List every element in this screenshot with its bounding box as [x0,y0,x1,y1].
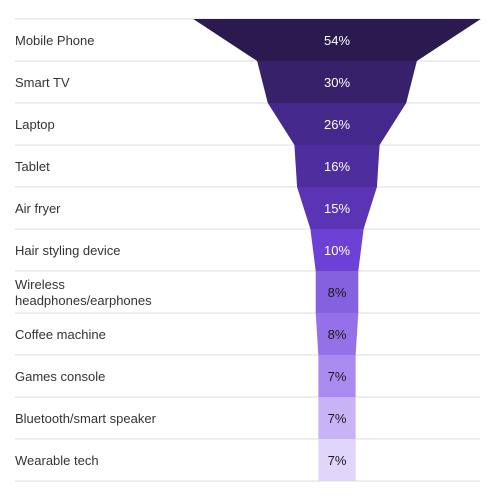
row-separators [15,18,480,482]
category-label: Smart TV [15,75,70,90]
value-label: 15% [324,201,350,216]
funnel-segment [193,19,481,61]
value-label: 10% [324,243,350,258]
value-label: 8% [328,327,347,342]
value-label: 8% [328,285,347,300]
funnel-segment [318,397,356,439]
funnel-segment [294,145,380,187]
category-label: Wireless headphones/earphones [15,277,152,308]
category-label: Bluetooth/smart speaker [15,411,157,426]
funnel-segment [297,187,377,229]
funnel-segment [315,271,359,313]
category-label: Coffee machine [15,327,106,342]
funnel-segment [315,313,359,355]
funnel-segment [267,103,407,145]
category-label: Hair styling device [15,243,121,258]
funnel-segments [193,19,481,481]
category-label: Air fryer [15,201,61,216]
value-label: 7% [328,453,347,468]
category-labels: Mobile Phone Smart TV Laptop Tablet Air frye… [15,33,157,468]
funnel-segment [310,229,364,271]
category-label: Games console [15,369,105,384]
value-labels: 54% 30% 26% 16% 15% 10% 8% 8% 7% 7% 7% [324,33,350,468]
funnel-segment [257,61,417,103]
category-label: Laptop [15,117,55,132]
value-label: 26% [324,117,350,132]
category-label: Mobile Phone [15,33,95,48]
value-label: 7% [328,369,347,384]
value-label: 7% [328,411,347,426]
category-label: Wearable tech [15,453,99,468]
value-label: 30% [324,75,350,90]
value-label: 54% [324,33,350,48]
value-label: 16% [324,159,350,174]
funnel-segment [318,355,356,397]
category-label: Tablet [15,159,50,174]
funnel-segment [318,439,356,481]
